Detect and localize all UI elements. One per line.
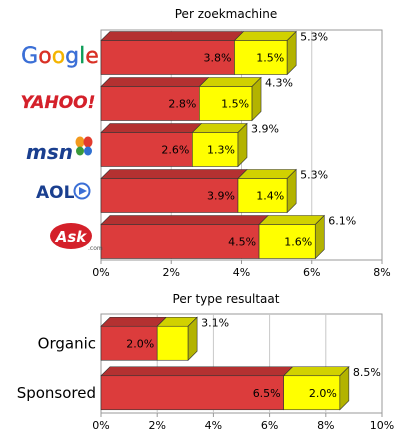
bar-value-label: 2.8%: [168, 98, 196, 111]
bar-segment-side: [251, 76, 262, 122]
bar-value-label: 1.4%: [256, 190, 284, 203]
x-tick-label: 2%: [148, 419, 165, 432]
bar-segment-top: [100, 366, 294, 377]
ask-logo: Ask .com: [50, 223, 103, 252]
bar-value-label: 1.3%: [207, 144, 235, 157]
bar-segment-side: [314, 214, 325, 260]
bar-value-label: 3.8%: [204, 52, 232, 65]
ask-logo-suffix: .com: [88, 245, 103, 252]
bar-segment-top: [282, 366, 350, 377]
chart2-x-ticks: 0% 2% 4% 6% 8% 10%: [92, 413, 394, 432]
x-tick-label: 6%: [261, 419, 278, 432]
google-letter: g: [65, 44, 79, 69]
bar-segment-top: [100, 123, 203, 133]
category-label: Organic: [38, 334, 96, 352]
bar-total-label: 4.3%: [265, 77, 293, 90]
google-letter: o: [38, 44, 51, 69]
bar-segment-top: [237, 169, 297, 179]
bar-segment: [258, 224, 316, 259]
chart1-x-ticks: 0% 2% 4% 6% 8%: [92, 260, 391, 279]
bar-segment-side: [237, 122, 248, 168]
chart1-category-logos: Google YAHOO! msn AOL Ask .com: [20, 44, 103, 252]
x-tick-label: 0%: [92, 266, 109, 279]
msn-logo: msn: [26, 136, 93, 164]
bar-segment: [283, 375, 341, 411]
bar-segment-side: [339, 366, 350, 411]
bar-value-label: 4.5%: [228, 236, 256, 249]
bar-segment: [156, 325, 189, 361]
bar-total-label: 8.5%: [353, 366, 381, 379]
bar-segment-top: [100, 169, 248, 179]
bar-value-label: 2.0%: [309, 387, 337, 400]
x-tick-label: 8%: [317, 419, 334, 432]
chart2-plot: 2.0% 3.1% 6.5% 2.0% 8.5% 0% 2% 4% 6% 8% 10% Organ…: [17, 313, 394, 432]
bar-segment: [199, 86, 253, 121]
bar-segment-top: [191, 123, 248, 133]
x-tick-label: 4%: [233, 266, 250, 279]
chart1-plot: 3.8% 1.5% 5.3% 2.8% 1.5% 4.3% 2.6% 1.3% 3.9% 3.9%…: [92, 29, 391, 279]
bar-segment-top: [233, 31, 297, 41]
x-tick-label: 0%: [92, 419, 109, 432]
google-letter: o: [52, 44, 65, 69]
bar-segment-side: [187, 316, 198, 361]
google-letter: G: [21, 44, 38, 69]
bar-segment-top: [100, 77, 210, 87]
bar-value-label: 2.0%: [126, 337, 154, 350]
bar-total-label: 3.1%: [201, 316, 229, 329]
bar-value-label: 6.5%: [253, 387, 281, 400]
chart2-category-labels: Organic Sponsored: [17, 334, 96, 402]
bar-segment: [100, 224, 260, 259]
aol-logo-text: AOL: [36, 183, 75, 203]
bar-segment: [192, 132, 239, 167]
bar-segment-top: [100, 316, 167, 327]
x-tick-label: 8%: [373, 266, 390, 279]
chart1-bars: 3.8% 1.5% 5.3% 2.8% 1.5% 4.3% 2.6% 1.3% 3.9% 3.9%…: [100, 30, 356, 260]
bar-value-label: 1.5%: [221, 98, 249, 111]
ask-logo-text: Ask: [55, 228, 88, 246]
chart2-bars: 2.0% 3.1% 6.5% 2.0% 8.5%: [100, 316, 381, 411]
bar-segment-side: [286, 168, 297, 214]
svg-text:Google: Google: [21, 44, 99, 69]
bar-value-label: 1.5%: [256, 52, 284, 65]
google-letter: l: [79, 44, 85, 69]
bar-segment: [100, 178, 239, 213]
ask-logo-badge: [50, 223, 92, 249]
bar-segment-top: [100, 215, 269, 225]
category-label: Sponsored: [17, 384, 96, 402]
bar-segment: [100, 325, 158, 361]
chart2-title: Per type resultaat: [173, 292, 280, 306]
bar-segment-top: [258, 215, 325, 225]
bar-segment: [234, 40, 288, 75]
chart1-title: Per zoekmachine: [175, 7, 277, 21]
bar-segment: [100, 132, 193, 167]
bar-segment-top: [100, 31, 245, 41]
yahoo-logo-text: YAHOO!: [21, 93, 96, 113]
bar-segment-side: [286, 30, 297, 76]
bar-value-label: 1.6%: [284, 236, 312, 249]
bar-segment-top: [198, 77, 262, 87]
bar-segment: [100, 375, 284, 411]
x-tick-label: 6%: [303, 266, 320, 279]
x-tick-label: 4%: [205, 419, 222, 432]
bar-segment: [237, 178, 288, 213]
google-logo: Google: [21, 44, 99, 69]
bar-value-label: 2.6%: [161, 144, 189, 157]
bar-total-label: 5.3%: [300, 169, 328, 182]
aol-triangle-icon: [73, 182, 91, 200]
msn-butterfly-icon: [75, 136, 93, 156]
bar-total-label: 6.1%: [328, 215, 356, 228]
bar-segment: [100, 86, 200, 121]
aol-logo: AOL: [36, 182, 91, 203]
msn-logo-text: msn: [26, 140, 73, 164]
bar-total-label: 5.3%: [300, 31, 328, 44]
x-tick-label: 2%: [163, 266, 180, 279]
x-tick-label: 10%: [370, 419, 394, 432]
google-letter: e: [85, 44, 99, 69]
bar-total-label: 3.9%: [251, 123, 279, 136]
yahoo-logo: YAHOO!: [20, 93, 96, 113]
bar-value-label: 3.9%: [207, 190, 235, 203]
